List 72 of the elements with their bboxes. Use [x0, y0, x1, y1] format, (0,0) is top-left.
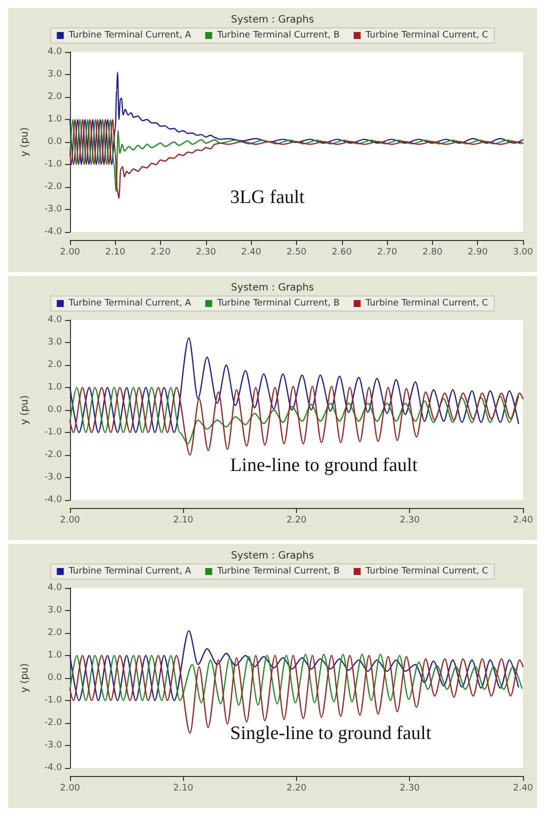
- y-tick-label: -3.0: [44, 472, 62, 482]
- y-tick-label: -4.0: [44, 227, 62, 237]
- y-tick-label: 0.0: [48, 673, 62, 683]
- y-tick-label: -3.0: [44, 204, 62, 214]
- legend-label: Turbine Terminal Current, B: [216, 566, 340, 576]
- legend-label: Turbine Terminal Current, C: [364, 298, 488, 308]
- y-tick-label: -2.0: [44, 718, 62, 728]
- legend-label: Turbine Terminal Current, B: [216, 298, 340, 308]
- legend-label: Turbine Terminal Current, C: [364, 30, 488, 40]
- x-tick-label: 2.40: [512, 516, 534, 526]
- legend-label: Turbine Terminal Current, A: [68, 566, 192, 576]
- line-series: [69, 386, 524, 456]
- y-tick-label: -1.0: [44, 160, 62, 170]
- y-tick-label: 0.0: [48, 405, 62, 415]
- legend-label: Turbine Terminal Current, B: [216, 30, 340, 40]
- y-tick-label: -1.0: [44, 696, 62, 706]
- annotation: 3LG fault: [230, 187, 306, 208]
- y-tick-label: 4.0: [48, 583, 62, 593]
- x-tick-label: 2.40: [512, 784, 534, 794]
- x-tick-label: 2.20: [150, 248, 171, 258]
- x-tick-label: 2.20: [286, 784, 307, 794]
- annotation: Line-line to ground fault: [230, 455, 418, 476]
- y-axis-title: y (pu): [20, 663, 30, 693]
- x-tick-label: 2.20: [286, 516, 307, 526]
- x-tick-label: 2.10: [173, 516, 194, 526]
- y-tick-label: -4.0: [44, 763, 62, 773]
- x-tick-label: 2.90: [468, 248, 488, 258]
- line-series: [69, 337, 520, 434]
- y-tick-label: 2.0: [48, 92, 62, 102]
- y-tick-label: -4.0: [44, 495, 62, 505]
- x-tick-label: 2.30: [400, 516, 420, 526]
- x-tick-label: 2.00: [60, 516, 80, 526]
- x-tick-label: 3.00: [512, 248, 534, 258]
- chart-title: System : Graphs: [231, 550, 314, 562]
- y-tick-label: 3.0: [48, 70, 62, 80]
- y-tick-label: -2.0: [44, 450, 62, 460]
- y-tick-label: 0.0: [48, 137, 62, 147]
- legend-label: Turbine Terminal Current, C: [364, 566, 488, 576]
- chart-title: System : Graphs: [231, 14, 314, 26]
- annotation: Single-line to ground fault: [230, 723, 432, 744]
- y-axis-title: y (pu): [20, 395, 30, 425]
- y-tick-label: 2.0: [48, 360, 62, 370]
- line-series: [69, 654, 522, 706]
- x-tick-label: 2.30: [196, 248, 216, 258]
- line-series: [69, 630, 520, 702]
- y-tick-label: 1.0: [48, 114, 62, 124]
- y-tick-label: 2.0: [48, 628, 62, 638]
- x-tick-label: 2.50: [286, 248, 307, 258]
- y-tick-label: -2.0: [44, 182, 62, 192]
- chart-title: System : Graphs: [231, 282, 314, 294]
- y-tick-label: 4.0: [48, 47, 62, 57]
- y-axis-title: y (pu): [20, 127, 30, 157]
- y-tick-label: 3.0: [48, 606, 62, 616]
- x-tick-label: 2.70: [377, 248, 398, 258]
- line-series: [69, 386, 520, 444]
- y-tick-label: 3.0: [48, 338, 62, 348]
- legend-label: Turbine Terminal Current, A: [68, 298, 192, 308]
- y-tick-label: -3.0: [44, 740, 62, 750]
- x-tick-label: 2.00: [60, 784, 80, 794]
- x-tick-label: 2.80: [422, 248, 443, 258]
- x-tick-label: 2.10: [173, 784, 194, 794]
- x-tick-label: 2.40: [241, 248, 262, 258]
- x-tick-label: 2.60: [332, 248, 352, 258]
- x-tick-label: 2.00: [60, 248, 80, 258]
- y-tick-label: -1.0: [44, 428, 62, 438]
- line-series: [69, 72, 524, 166]
- x-tick-label: 2.10: [105, 248, 126, 258]
- legend-label: Turbine Terminal Current, A: [68, 30, 192, 40]
- y-tick-label: 1.0: [48, 650, 62, 660]
- x-tick-label: 2.30: [400, 784, 420, 794]
- y-tick-label: 1.0: [48, 382, 62, 392]
- y-tick-label: 4.0: [48, 315, 62, 325]
